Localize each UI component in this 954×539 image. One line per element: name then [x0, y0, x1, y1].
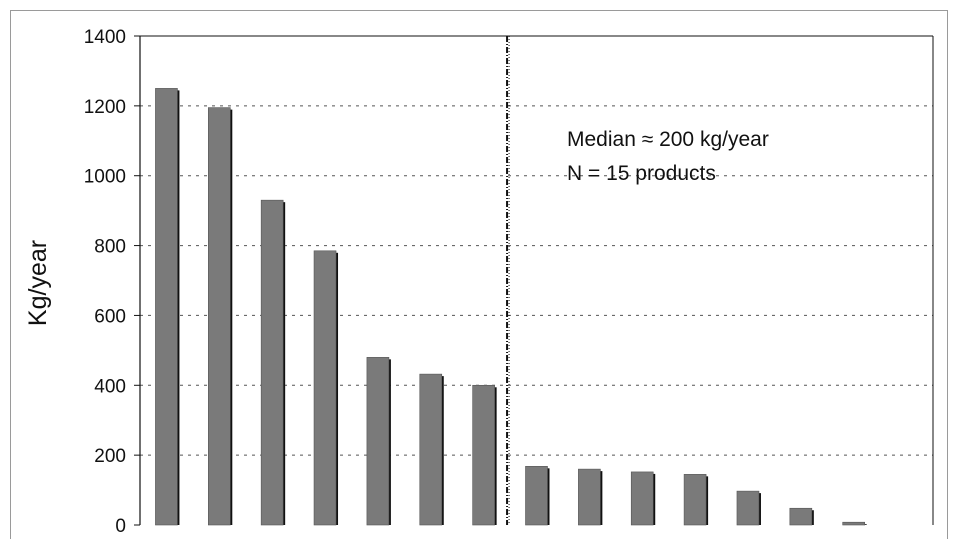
bar-3	[260, 199, 284, 526]
y-tick-label: 0	[115, 516, 126, 537]
bar-14	[842, 521, 866, 526]
y-tick-label: 400	[94, 376, 126, 397]
y-tick-label: 800	[94, 237, 126, 258]
y-tick-label: 1200	[84, 97, 126, 118]
bar-9	[578, 468, 601, 526]
bar-5	[366, 357, 390, 526]
bar-2	[208, 107, 231, 526]
bar-13	[789, 507, 813, 526]
bar-11	[683, 474, 707, 526]
bar-7	[472, 384, 495, 526]
annotation-count: N = 15 products	[567, 162, 716, 185]
bar-12	[736, 490, 760, 526]
y-tick-label: 1000	[84, 167, 126, 188]
bar-10	[630, 471, 654, 526]
y-axis-label: Kg/year	[24, 240, 52, 326]
y-tick-label: 200	[94, 446, 126, 467]
chart-frame	[10, 10, 948, 539]
bar-8	[525, 466, 548, 526]
median-marker	[506, 36, 510, 525]
bar-4	[313, 250, 337, 526]
gridlines	[140, 35, 933, 456]
annotation-median: Median ≈ 200 kg/year	[567, 128, 769, 151]
axes: 0 200 400 600 800 1000 1200 1400	[84, 27, 934, 537]
bar-1	[155, 88, 178, 526]
bars	[155, 88, 867, 526]
y-tick-label: 600	[94, 306, 126, 327]
y-tick-label: 1400	[84, 27, 126, 48]
bar-6	[419, 373, 443, 526]
